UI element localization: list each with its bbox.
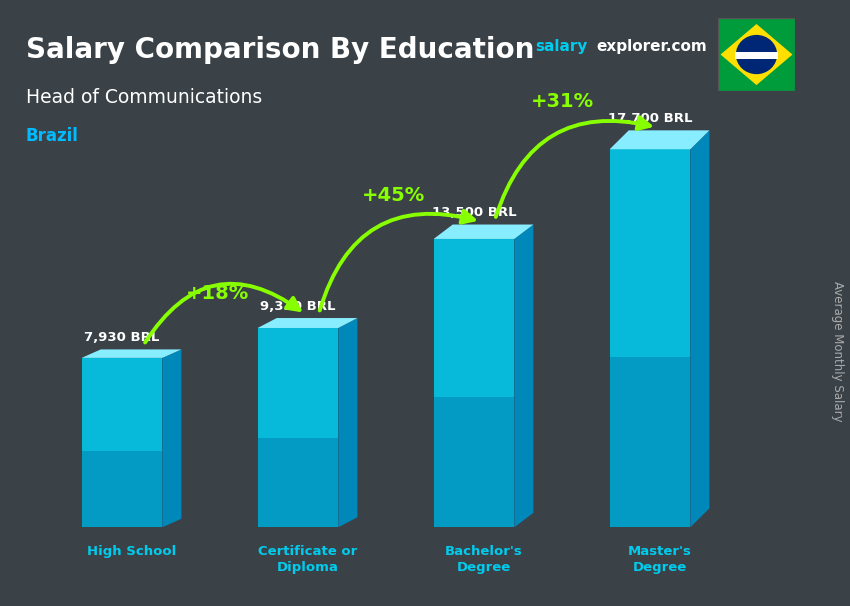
- Polygon shape: [721, 24, 792, 85]
- Polygon shape: [258, 438, 338, 527]
- Polygon shape: [609, 357, 690, 527]
- Text: explorer.com: explorer.com: [597, 39, 707, 55]
- FancyArrowPatch shape: [145, 284, 299, 342]
- Text: Master's
Degree: Master's Degree: [627, 545, 691, 574]
- Text: Head of Communications: Head of Communications: [26, 88, 262, 107]
- Text: Certificate or
Diploma: Certificate or Diploma: [258, 545, 357, 574]
- Circle shape: [736, 35, 777, 74]
- Text: High School: High School: [87, 545, 176, 558]
- FancyBboxPatch shape: [718, 18, 795, 91]
- FancyBboxPatch shape: [735, 52, 778, 59]
- Polygon shape: [82, 350, 181, 358]
- Text: Average Monthly Salary: Average Monthly Salary: [830, 281, 844, 422]
- Polygon shape: [162, 350, 181, 527]
- Polygon shape: [609, 130, 710, 149]
- Text: 9,330 BRL: 9,330 BRL: [260, 299, 336, 313]
- Text: 7,930 BRL: 7,930 BRL: [84, 331, 160, 344]
- FancyArrowPatch shape: [320, 211, 474, 310]
- Polygon shape: [434, 239, 514, 527]
- Polygon shape: [82, 451, 162, 527]
- Polygon shape: [434, 224, 534, 239]
- Polygon shape: [82, 358, 162, 527]
- Polygon shape: [690, 130, 710, 527]
- Text: Bachelor's
Degree: Bachelor's Degree: [445, 545, 523, 574]
- Text: Salary Comparison By Education: Salary Comparison By Education: [26, 36, 534, 64]
- Polygon shape: [258, 318, 357, 328]
- Polygon shape: [338, 318, 357, 527]
- Text: 17,700 BRL: 17,700 BRL: [608, 112, 692, 125]
- Text: +45%: +45%: [362, 186, 425, 205]
- Text: +31%: +31%: [530, 92, 593, 111]
- Text: salary: salary: [536, 39, 588, 55]
- Polygon shape: [434, 398, 514, 527]
- Polygon shape: [258, 328, 338, 527]
- Text: Brazil: Brazil: [26, 127, 78, 145]
- FancyArrowPatch shape: [496, 117, 650, 217]
- Text: 13,500 BRL: 13,500 BRL: [432, 206, 516, 219]
- Polygon shape: [609, 149, 690, 527]
- Text: +18%: +18%: [185, 284, 249, 304]
- Polygon shape: [514, 224, 534, 527]
